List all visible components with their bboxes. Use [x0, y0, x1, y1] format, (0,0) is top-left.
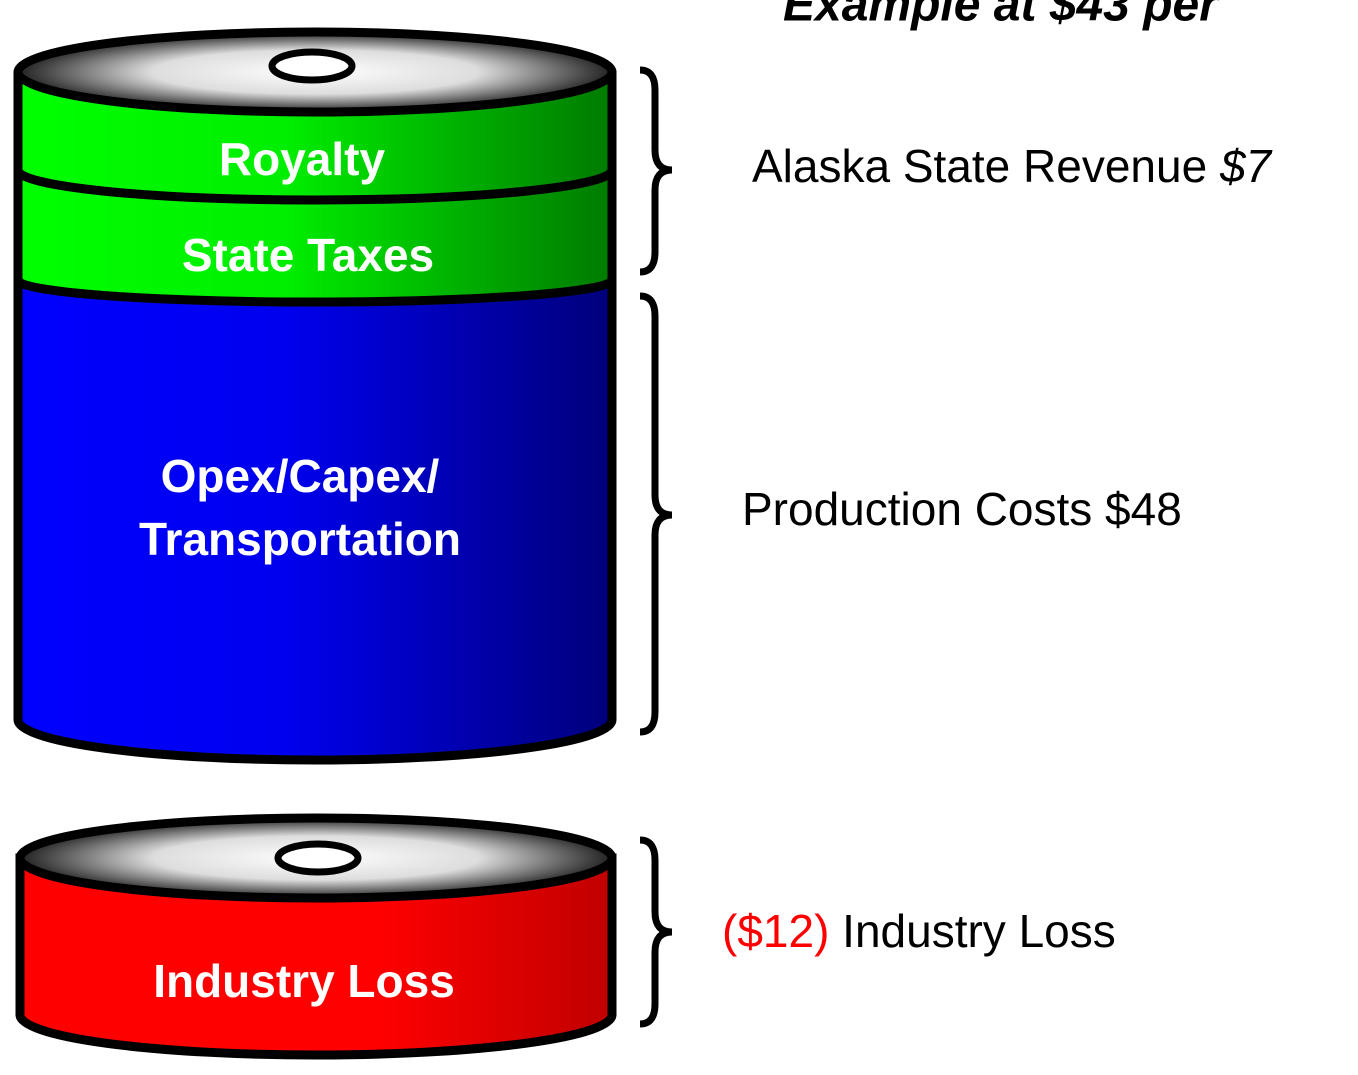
braces [639, 66, 673, 1028]
barrel [15, 813, 617, 1060]
brace [639, 66, 673, 276]
brace-label: Alaska State Revenue $7 [752, 140, 1273, 192]
segment-label: State Taxes [182, 229, 434, 281]
segment-label: Royalty [219, 133, 386, 185]
amount: $7 [1219, 140, 1273, 192]
amount: ($12) [722, 905, 829, 957]
segment-label: Transportation [139, 513, 461, 565]
segment-label: Opex/Capex/ [161, 450, 440, 502]
brace-label: Production Costs $48 [742, 483, 1182, 535]
brace [639, 292, 673, 736]
band-line [13, 168, 617, 205]
barrel-body [15, 853, 617, 1060]
bung-hole [274, 840, 362, 876]
title: Example at $43 per [783, 0, 1220, 32]
bung-hole [268, 48, 356, 84]
label-text: Alaska State Revenue [752, 140, 1220, 192]
barrel-band [13, 70, 617, 307]
barrel [13, 27, 617, 765]
brace-label: ($12) Industry Loss [722, 905, 1116, 957]
segment-label: Industry Loss [153, 955, 455, 1007]
label-text: Industry Loss [829, 905, 1115, 957]
brace [639, 836, 673, 1028]
